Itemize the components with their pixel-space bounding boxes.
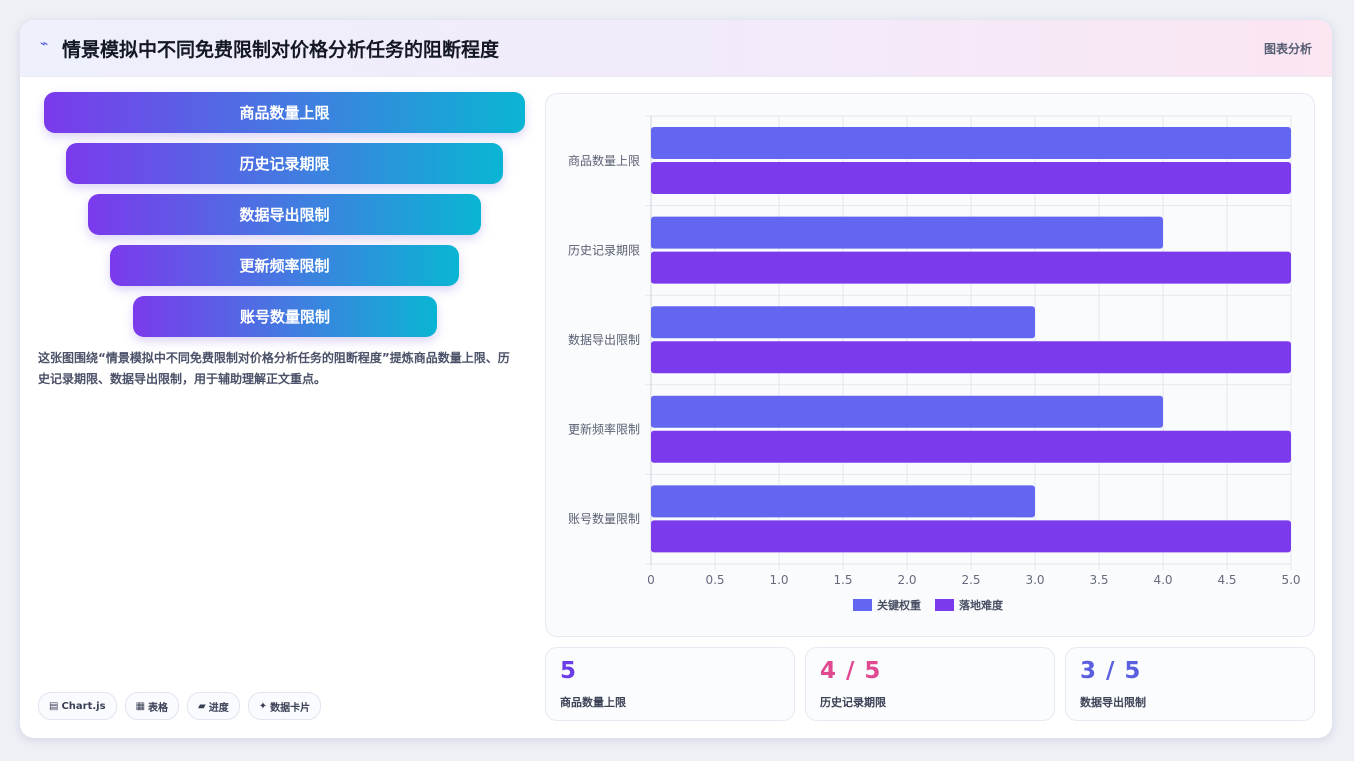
y-tick-label: 数据导出限制 — [568, 332, 640, 347]
chart-icon: ▤ — [49, 700, 59, 712]
legend-label: 落地难度 — [959, 598, 1004, 612]
bar-difficulty — [651, 430, 1291, 463]
chart-description: 这张图围绕“情景模拟中不同免费限制对价格分析任务的阻断程度”提炼商品数量上限、历… — [38, 351, 510, 386]
bar-weight — [651, 306, 1035, 339]
x-tick-label: 3.5 — [1089, 573, 1108, 587]
bar-weight — [651, 395, 1163, 428]
header: ⌁ 情景模拟中不同免费限制对价格分析任务的阻断程度 图表分析 — [20, 20, 1332, 77]
y-tick-label: 账号数量限制 — [568, 511, 640, 526]
legend-swatch — [853, 599, 872, 611]
bar-difficulty — [651, 520, 1291, 553]
x-tick-label: 0 — [647, 573, 655, 587]
legend-swatch — [935, 599, 954, 611]
x-tick-label: 4.5 — [1217, 573, 1236, 587]
stat-card-1: 5 商品数量上限 — [545, 647, 795, 721]
feature-chips: ▤ Chart.js ▦ 表格 ▰ 进度 ✦ 数据卡片 — [38, 692, 322, 720]
y-tick-label: 更新频率限制 — [568, 422, 640, 437]
bar-weight — [651, 485, 1035, 518]
x-tick-label: 5.0 — [1281, 573, 1300, 587]
x-tick-label: 2.0 — [897, 573, 916, 587]
progress-icon: ▰ — [198, 700, 206, 712]
x-tick-label: 0.5 — [705, 573, 724, 587]
stat-value: 3 / 5 — [1080, 658, 1142, 684]
chip-data-card[interactable]: ✦ 数据卡片 — [247, 692, 322, 720]
chip-label: Chart.js — [61, 700, 106, 712]
stat-label: 数据导出限制 — [1080, 696, 1146, 709]
funnel-step-1: 商品数量上限 — [44, 92, 525, 133]
x-tick-label: 1.5 — [833, 573, 852, 587]
bar-difficulty — [651, 341, 1291, 374]
chip-label: 表格 — [148, 702, 169, 714]
funnel-step-5: 账号数量限制 — [133, 296, 437, 337]
bar-difficulty — [651, 162, 1291, 194]
page-title: 情景模拟中不同免费限制对价格分析任务的阻断程度 — [62, 39, 500, 61]
stat-card-3: 3 / 5 数据导出限制 — [1065, 647, 1315, 721]
chip-label: 数据卡片 — [270, 702, 311, 714]
chip-label: 进度 — [208, 702, 229, 714]
bar-weight — [651, 127, 1291, 159]
bar-difficulty — [651, 251, 1291, 284]
x-tick-label: 2.5 — [961, 573, 980, 587]
funnel-step-2: 历史记录期限 — [66, 143, 503, 184]
chip-chartjs[interactable]: ▤ Chart.js — [38, 692, 117, 720]
x-tick-label: 3.0 — [1025, 573, 1044, 587]
y-tick-label: 历史记录期限 — [568, 243, 640, 257]
bar-weight — [651, 216, 1163, 249]
stat-label: 商品数量上限 — [560, 696, 626, 709]
x-tick-label: 1.0 — [769, 573, 788, 587]
main-card: ⌁ 情景模拟中不同免费限制对价格分析任务的阻断程度 图表分析 商品数量上限 历史… — [20, 20, 1332, 738]
x-tick-label: 4.0 — [1153, 573, 1172, 587]
funnel-step-3: 数据导出限制 — [88, 194, 481, 235]
chip-table[interactable]: ▦ 表格 — [124, 692, 180, 720]
stat-label: 历史记录期限 — [820, 696, 886, 709]
chart-analysis-tag: 图表分析 — [1263, 42, 1312, 56]
stat-card-2: 4 / 5 历史记录期限 — [805, 647, 1055, 721]
bar-chart: 0 0.5 1.0 1.5 2.0 2.5 3.0 3.5 4.0 4.5 5.0 商品数量上限历史记… — [568, 115, 1301, 612]
chip-progress[interactable]: ▰ 进度 — [187, 692, 240, 720]
y-tick-label: 商品数量上限 — [568, 153, 640, 168]
table-icon: ▦ — [135, 700, 146, 712]
funnel-step-4: 更新频率限制 — [110, 245, 459, 286]
chart-panel: 0 0.5 1.0 1.5 2.0 2.5 3.0 3.5 4.0 4.5 5.0 商品数量上限 历史记… — [545, 93, 1315, 637]
stat-value: 5 — [560, 658, 578, 684]
stat-value: 4 / 5 — [820, 658, 882, 684]
pulse-icon: ⌁ — [40, 36, 49, 52]
sparkle-icon: ✦ — [258, 700, 268, 712]
legend-label: 关键权重 — [877, 598, 921, 612]
